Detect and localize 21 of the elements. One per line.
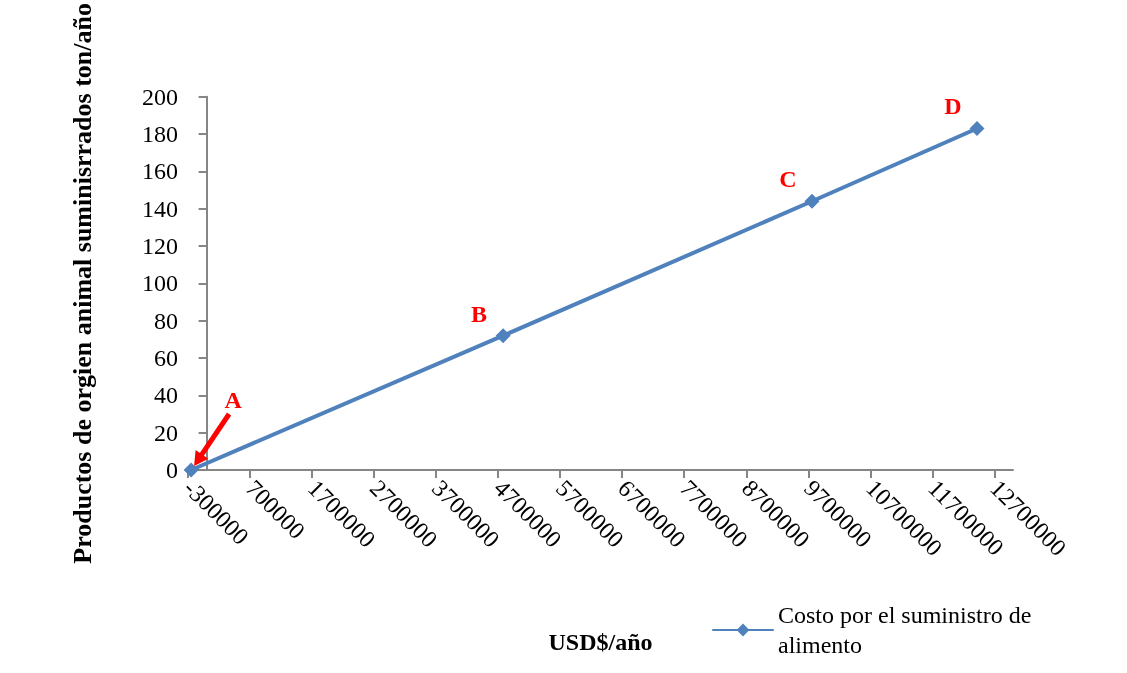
point xyxy=(495,328,511,344)
point xyxy=(969,120,985,136)
annotation: A xyxy=(224,387,243,413)
point xyxy=(804,193,820,209)
y-tick-label: 140 xyxy=(142,195,178,222)
y-tick-label: 60 xyxy=(154,345,178,372)
annotation: C xyxy=(779,166,797,193)
legend-label: Costo por el suministro de alimento xyxy=(778,602,1038,658)
y-tick-label: 20 xyxy=(154,419,178,446)
y-tick-label: 180 xyxy=(142,121,178,148)
x-axis-title: USD$/año xyxy=(548,629,653,655)
y-tick-label: 40 xyxy=(154,382,178,409)
y-tick-label: 200 xyxy=(142,83,178,110)
annotation: B xyxy=(471,300,488,327)
y-tick-label: 0 xyxy=(166,457,178,483)
y-tick-label: 160 xyxy=(142,158,178,185)
annotation: D xyxy=(944,93,962,120)
y-tick-label: 120 xyxy=(142,233,178,260)
y-tick-label: 80 xyxy=(154,307,178,334)
y-tick-label: 100 xyxy=(142,270,178,297)
y-axis-title: Productos de orgien animal suminisrrados ton/año xyxy=(67,2,97,564)
